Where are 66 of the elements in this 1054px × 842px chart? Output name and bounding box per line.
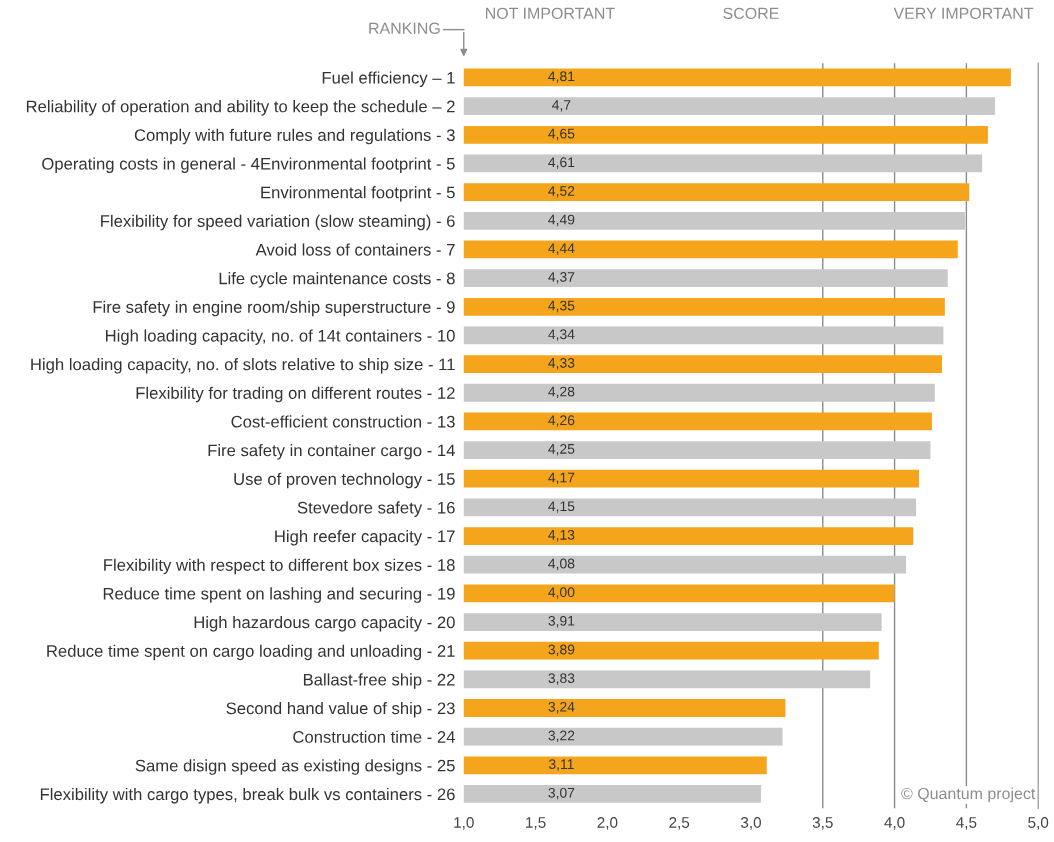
text: NOT IMPORTANT	[486, 7, 615, 20]
x-tick-label: 3,5	[812, 817, 833, 830]
y-tick-label: Cost-efficient construction - 13	[231, 415, 455, 428]
y-tick-label: Flexibility for speed variation (slow steaming) - 6	[101, 214, 455, 231]
y-tick-label: High reefer capacity - 17	[275, 530, 455, 546]
y-tick-label: Ballast-free ship - 22	[303, 673, 455, 689]
data-label: 4,33	[548, 357, 575, 370]
x-tick-label: 2,0	[597, 817, 618, 830]
data-label: 4,81	[548, 71, 575, 83]
data-label: 3,83	[548, 673, 575, 685]
y-tick-label: High loading capacity, no. of 14t containers - 10	[105, 329, 455, 345]
y-tick-label: Reduce time spent on lashing and securing - 19	[103, 587, 455, 603]
y-tick-label: Stevedore safety - 16	[297, 501, 455, 517]
y-tick-label: Fuel efficiency – 1	[322, 71, 455, 87]
x-tick-label: 4,5	[956, 817, 977, 830]
x-tick-label: 1,0	[454, 817, 474, 830]
data-label: 4,17	[548, 472, 575, 485]
y-tick-label: Reduce time spent on cargo loading and unloading - 21	[47, 644, 455, 661]
y-tick-label: Avoid loss of containers - 7	[255, 243, 455, 256]
text: RANKING	[369, 22, 440, 34]
data-label: 4,26	[548, 415, 575, 427]
y-tick-label: Second hand value of ship - 23	[226, 701, 455, 718]
data-label: 3,89	[548, 644, 575, 657]
data-label: 4,49	[548, 214, 575, 227]
data-label: 4,61	[548, 157, 575, 169]
y-tick-label: Fire safety in container cargo - 14	[208, 444, 455, 460]
y-tick-label: Comply with future rules and regulations - 3	[134, 128, 455, 145]
data-label: 3,24	[548, 701, 575, 714]
text: SCORE	[723, 7, 779, 20]
data-label: 3,91	[548, 615, 575, 628]
y-tick-label: Reliability of operation and ability to keep the schedule – 2	[26, 100, 455, 116]
y-tick-label: Operating costs in general - 4Environmental footprint - 5	[42, 157, 455, 173]
x-tick-label: 1,5	[526, 817, 546, 830]
data-label: 4,7	[552, 100, 571, 112]
data-label: 3,11	[548, 759, 574, 771]
y-tick-label: Flexibility for trading on different routes - 12	[136, 386, 455, 403]
y-tick-label: Flexibility with cargo types, break bulk vs containers - 26	[40, 787, 455, 804]
y-tick-label: Construction time - 24	[293, 730, 455, 743]
y-tick-label: Life cycle maintenance costs - 8	[219, 272, 455, 288]
y-tick-label: High hazardous cargo capacity - 20	[194, 615, 455, 632]
data-label: 4,00	[548, 587, 575, 599]
y-tick-label: Same disign speed as existing designs - 25	[135, 759, 455, 775]
x-tick-label: 2,5	[669, 817, 690, 830]
data-label: 4,15	[548, 501, 575, 513]
data-label: 4,52	[548, 186, 575, 198]
data-label: 4,44	[548, 243, 575, 255]
data-label: 4,65	[548, 128, 575, 141]
data-label: 4,35	[548, 300, 575, 313]
data-label: 3,07	[548, 787, 575, 800]
x-tick-label: 4,0	[884, 817, 905, 830]
data-label: 4,37	[548, 272, 575, 284]
data-label: 4,25	[548, 443, 575, 456]
x-tick-label: 3,0	[740, 817, 761, 830]
y-tick-label: Fire safety in engine room/ship superstructure - 9	[93, 300, 455, 317]
text: VERY IMPORTANT	[893, 7, 1034, 20]
data-label: 4,28	[548, 386, 575, 399]
y-tick-label: Environmental footprint - 5	[261, 186, 455, 202]
y-tick-label: Use of proven technology - 15	[234, 472, 455, 489]
data-label: 3,22	[548, 730, 575, 743]
y-tick-label: High loading capacity, no. of slots relative to ship size - 11	[31, 358, 455, 374]
data-label: 4,08	[548, 558, 575, 571]
data-label: 4,34	[548, 329, 575, 341]
annotation: © Quantum project	[901, 787, 1036, 803]
x-tick-label: 5,0	[1028, 817, 1049, 830]
y-tick-label: Flexibility with respect to different box sizes - 18	[104, 558, 455, 575]
data-label: 4,13	[548, 529, 575, 542]
